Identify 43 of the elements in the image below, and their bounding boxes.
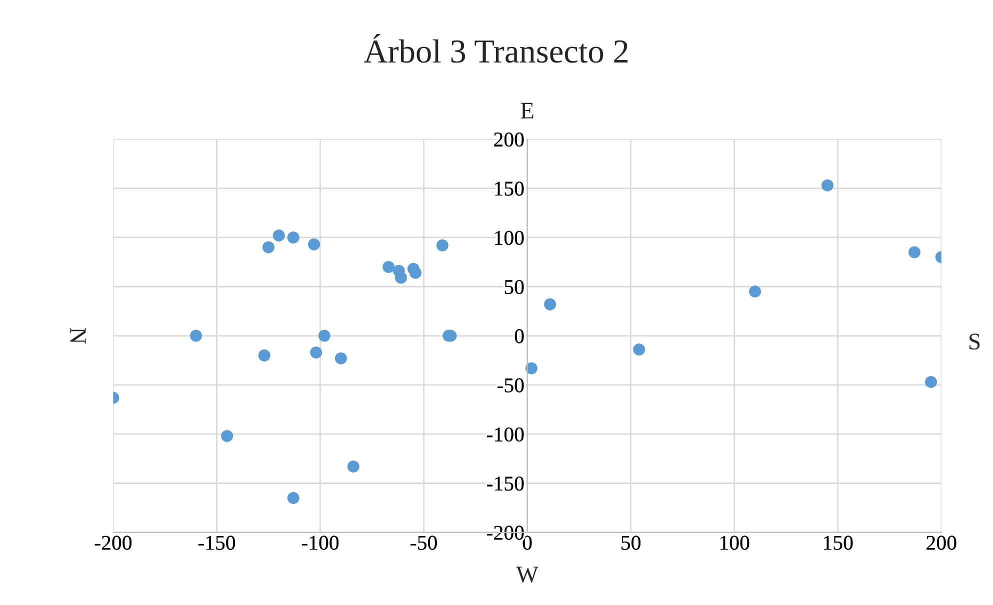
point: [262, 241, 274, 254]
chart-title: Árbol 3 Transecto 2: [364, 34, 628, 63]
point: [221, 430, 234, 442]
point: [334, 352, 347, 364]
x-tick-label: 200: [926, 536, 956, 550]
point: [749, 286, 762, 298]
point: [318, 330, 330, 342]
y-tick-label: 0: [514, 329, 524, 344]
point: [409, 266, 422, 279]
point: [308, 238, 320, 250]
text: S: [970, 334, 980, 350]
point: [394, 272, 408, 284]
point: [925, 376, 938, 388]
x-tick-label: 150: [824, 536, 853, 550]
point: [633, 344, 646, 356]
text: W: [516, 566, 538, 583]
point: [310, 346, 322, 358]
y-tick-label: -100: [487, 427, 524, 442]
point: [287, 231, 300, 244]
point: [190, 330, 202, 342]
x-tick-label: 50: [622, 536, 640, 550]
y-tick-label: -50: [498, 378, 524, 392]
y-tick-label: 100: [495, 230, 524, 245]
point: [436, 239, 448, 252]
text: E: [520, 102, 534, 118]
x-tick-label: -100: [302, 536, 339, 550]
y-tick-label: 200: [494, 132, 524, 147]
point: [382, 260, 395, 273]
point: [821, 179, 834, 192]
x-tick-label: -150: [198, 536, 236, 550]
point: [544, 298, 556, 310]
x-tick-label: 100: [720, 536, 750, 550]
point: [258, 349, 270, 362]
x-tick-label: -200: [94, 536, 132, 550]
point: [272, 229, 285, 242]
point: [287, 492, 300, 504]
x-tick-label: -50: [410, 536, 437, 550]
y-tick-label: 50: [504, 280, 524, 294]
y-tick-label: 150: [495, 182, 524, 196]
point: [908, 246, 920, 258]
text: N: [70, 328, 86, 344]
y-tick-label: -150: [487, 476, 524, 491]
point: [347, 460, 360, 473]
